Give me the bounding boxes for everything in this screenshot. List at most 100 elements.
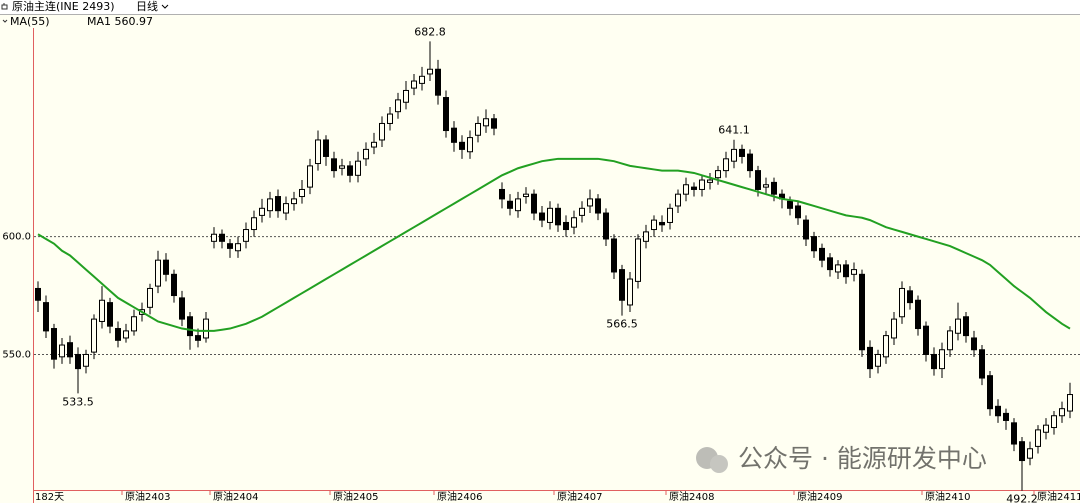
candle-down [227, 243, 233, 249]
candle-down [979, 349, 985, 379]
period[interactable]: 日线 [136, 0, 158, 13]
candle-up [403, 89, 409, 103]
x-tick-label: 原油2408 [669, 490, 714, 503]
x-tick-label: 原油2407 [557, 490, 602, 503]
candle-up [651, 219, 657, 231]
x-tick-label: 原油2405 [333, 490, 378, 503]
candle-down [659, 221, 665, 226]
candle-down [67, 342, 73, 358]
candle-up [155, 259, 161, 287]
candle-up [891, 318, 897, 339]
candle-down [811, 236, 817, 252]
candle-down [219, 233, 225, 242]
candle-down [771, 181, 777, 195]
candle-down [755, 170, 761, 190]
x-tick-label: 原油2411 [1037, 490, 1080, 503]
candle-down [859, 273, 865, 351]
watermark-icon [710, 455, 728, 473]
indicator-dropdown[interactable] [2, 19, 8, 23]
candle-up [899, 287, 905, 318]
watermark-text: 公众号 · 能源研发中心 [738, 444, 987, 473]
candle-up [387, 113, 393, 124]
candle-up [379, 122, 385, 141]
candle-up [1027, 448, 1033, 459]
candle-down [179, 297, 185, 320]
candle-down [499, 188, 505, 200]
candle-up [875, 353, 881, 367]
candle-up [851, 269, 857, 275]
candle-down [539, 212, 545, 221]
candle-up [283, 203, 289, 214]
candle-down [1003, 412, 1009, 421]
candle-up [835, 264, 841, 273]
candle-down [987, 375, 993, 410]
candle-up [83, 353, 89, 367]
candle-down [107, 302, 113, 327]
candle-down [963, 316, 969, 337]
candle-up [291, 198, 297, 205]
candle-down [739, 148, 745, 157]
candle-up [211, 233, 217, 242]
candle-up [395, 99, 401, 113]
candle-down [995, 405, 1001, 417]
candle-down [75, 353, 81, 370]
candle-down [331, 158, 337, 172]
candle-down [931, 353, 937, 370]
extreme-label: 566.5 [606, 318, 638, 331]
x-tick-label: 原油2403 [125, 490, 170, 503]
candle-up [627, 278, 633, 306]
candle-down [1019, 441, 1025, 462]
candle-up [147, 287, 153, 308]
candle-up [763, 184, 769, 188]
candle-up [947, 330, 953, 351]
candle-down [691, 186, 697, 190]
extreme-label: 492.2 [1006, 493, 1038, 503]
candle-down [603, 212, 609, 240]
indicator-label: MA(55) [10, 15, 50, 28]
candle-down [827, 257, 833, 271]
period-label: 182天 [35, 492, 64, 503]
candle-down [163, 259, 169, 275]
candle-up [251, 217, 257, 231]
candle-up [235, 243, 241, 252]
candle-up [339, 165, 345, 169]
candle-up [547, 207, 553, 223]
candle-up [475, 122, 481, 136]
candle-down [347, 165, 353, 176]
header-icon [1, 3, 8, 10]
candle-down [563, 221, 569, 231]
candle-up [123, 330, 129, 339]
candle-down [867, 346, 873, 370]
candle-down [843, 264, 849, 278]
candle-up [243, 229, 249, 242]
candle-up [1043, 424, 1049, 433]
candle-up [523, 193, 529, 198]
candle-down [923, 325, 929, 355]
candle-down [595, 198, 601, 214]
extreme-label: 533.5 [62, 395, 94, 408]
candle-down [323, 139, 329, 157]
candle-up [1035, 429, 1041, 447]
candle-up [427, 68, 433, 75]
period-dropdown[interactable] [161, 4, 169, 9]
candle-down [451, 127, 457, 143]
x-tick-label: 原油2406 [437, 490, 482, 503]
extreme-label: 682.8 [414, 25, 446, 38]
candle-up [307, 165, 313, 188]
candle-up [419, 75, 425, 84]
candle-down [915, 299, 921, 330]
candle-up [939, 349, 945, 370]
candle-down [971, 337, 977, 351]
candle-up [699, 179, 705, 190]
candle-down [195, 335, 201, 341]
candle-down [491, 118, 497, 129]
candle-up [707, 179, 713, 183]
candle-up [59, 344, 65, 358]
ma-label: MA1 560.97 [87, 15, 153, 28]
candle-up [883, 335, 889, 358]
chart-title: 原油主连(INE 2493) [12, 0, 115, 13]
candle-up [723, 158, 729, 172]
candle-up [571, 217, 577, 228]
candle-up [483, 118, 489, 127]
